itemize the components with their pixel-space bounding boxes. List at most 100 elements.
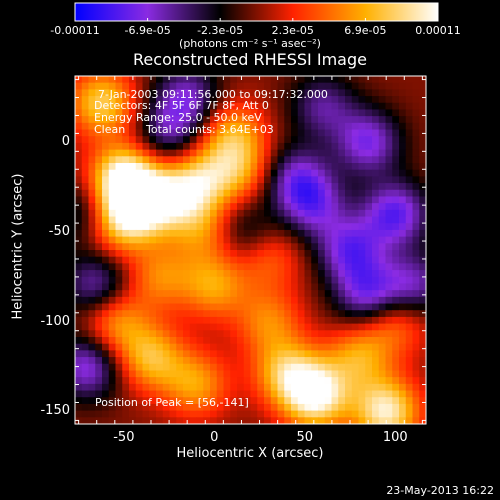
heatmap-cell	[95, 363, 103, 372]
heatmap-cell	[162, 236, 171, 244]
heatmap-cell	[223, 129, 231, 137]
heatmap-cell	[142, 183, 150, 191]
heatmap-cell	[203, 390, 211, 398]
y-axis-label: Heliocentric Y (arcsec)	[10, 173, 26, 320]
heatmap-cell	[419, 142, 426, 151]
heatmap-cell	[102, 149, 110, 157]
heatmap-cell	[358, 149, 366, 157]
heatmap-cell	[210, 136, 218, 144]
heatmap-cell	[284, 343, 292, 351]
heatmap-cell	[324, 276, 333, 285]
heatmap-cell	[365, 223, 373, 231]
heatmap-cell	[297, 149, 306, 157]
heatmap-cell	[142, 410, 150, 418]
heatmap-cell	[338, 149, 346, 157]
heatmap-cell	[291, 122, 299, 131]
heatmap-cell	[277, 357, 285, 365]
heatmap-cell	[378, 102, 387, 111]
heatmap-cell	[216, 370, 225, 378]
heatmap-cell	[378, 236, 387, 244]
heatmap-cell	[129, 163, 137, 171]
heatmap-cell	[385, 82, 393, 90]
heatmap-cell	[284, 102, 292, 111]
heatmap-cell	[264, 410, 272, 418]
heatmap-cell	[392, 363, 400, 372]
heatmap-cell	[318, 283, 326, 291]
heatmap-cell	[156, 169, 164, 177]
heatmap-cell	[176, 323, 184, 331]
heatmap-cell	[338, 397, 346, 405]
heatmap-cell	[270, 82, 279, 90]
heatmap-cell	[149, 383, 157, 392]
heatmap-cell	[297, 136, 306, 144]
heatmap-cell	[122, 310, 130, 318]
heatmap-cell	[142, 149, 150, 157]
heatmap-cell	[189, 156, 198, 164]
heatmap-cell	[324, 136, 333, 144]
heatmap-cell	[115, 102, 123, 111]
heatmap-cell	[277, 82, 285, 90]
heatmap-cell	[291, 176, 299, 184]
heatmap-cell	[75, 203, 83, 211]
heatmap-cell	[365, 310, 373, 318]
heatmap-cell	[304, 183, 312, 191]
heatmap-cell	[304, 323, 312, 331]
heatmap-cell	[284, 89, 292, 97]
heatmap-cell	[237, 256, 245, 264]
heatmap-cell	[284, 296, 292, 305]
heatmap-cell	[176, 149, 184, 157]
heatmap-cell	[318, 296, 326, 305]
heatmap-cell	[412, 290, 420, 298]
heatmap-cell	[304, 410, 312, 418]
heatmap-cell	[223, 163, 231, 171]
heatmap-cell	[345, 283, 353, 291]
heatmap-cell	[345, 350, 353, 358]
heatmap-cell	[277, 330, 285, 338]
heatmap-cell	[243, 283, 252, 291]
heatmap-cell	[223, 250, 231, 258]
heatmap-cell	[169, 256, 177, 264]
heatmap-cell	[122, 229, 130, 238]
heatmap-cell	[270, 410, 279, 418]
heatmap-cell	[189, 142, 198, 151]
heatmap-cell	[189, 122, 198, 131]
heatmap-cell	[405, 270, 414, 278]
heatmap-cell	[372, 357, 380, 365]
heatmap-cell	[223, 303, 231, 311]
heatmap-cell	[392, 403, 400, 412]
heatmap-cell	[291, 276, 299, 285]
heatmap-cell	[210, 169, 218, 177]
heatmap-cell	[250, 390, 258, 398]
heatmap-cell	[142, 377, 150, 385]
heatmap-cell	[318, 370, 326, 378]
heatmap-cell	[399, 116, 407, 124]
heatmap-cell	[237, 363, 245, 372]
heatmap-cell	[149, 169, 157, 177]
heatmap-cell	[419, 310, 426, 318]
heatmap-cell	[297, 156, 306, 164]
heatmap-cell	[399, 216, 407, 224]
heatmap-cell	[81, 136, 90, 144]
heatmap-cell	[189, 82, 198, 90]
heatmap-cell	[135, 343, 144, 351]
heatmap-cell	[372, 96, 380, 104]
heatmap-cell	[216, 243, 225, 251]
heatmap-cell	[223, 243, 231, 251]
heatmap-cell	[385, 169, 393, 177]
heatmap-cell	[149, 250, 157, 258]
heatmap-cell	[88, 303, 96, 311]
heatmap-cell	[230, 196, 238, 204]
heatmap-cell	[345, 250, 353, 258]
heatmap-cell	[270, 417, 279, 424]
heatmap-cell	[365, 163, 373, 171]
heatmap-cell	[412, 203, 420, 211]
heatmap-cell	[102, 136, 110, 144]
heatmap-cell	[149, 176, 157, 184]
heatmap-cell	[169, 410, 177, 418]
heatmap-cell	[297, 109, 306, 117]
heatmap-cell	[284, 337, 292, 345]
heatmap-cell	[284, 149, 292, 157]
heatmap-cell	[385, 343, 393, 351]
heatmap-cell	[243, 330, 252, 338]
heatmap-cell	[237, 303, 245, 311]
